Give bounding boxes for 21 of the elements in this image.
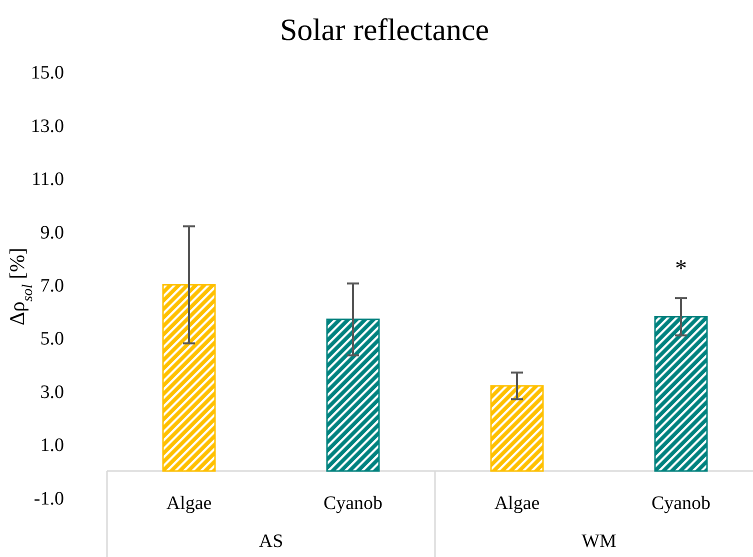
bar (490, 385, 544, 472)
chart-title: Solar reflectance (280, 12, 490, 47)
text: WM (582, 531, 617, 552)
y-tick-label: 5.0 (40, 328, 64, 350)
x-tick-label: Cyanob (651, 493, 711, 514)
y-tick-label: -1.0 (34, 488, 64, 510)
y-tick-label: 7.0 (40, 275, 64, 296)
y-tick-label: 1.0 (40, 435, 64, 456)
y-tick-label: 11.0 (31, 169, 64, 190)
y-tick-label: 15.0 (30, 62, 64, 84)
bar (654, 316, 708, 472)
x-tick-label: Algae (494, 493, 540, 514)
y-tick-label: 3.0 (40, 382, 64, 403)
x-tick-label: Algae (166, 493, 212, 514)
y-tick-label: 9.0 (40, 222, 64, 244)
x-tick-label: Cyanob (323, 493, 383, 514)
bar (326, 318, 380, 472)
y-tick-label: 13.0 (30, 116, 64, 137)
annotation: * (675, 256, 687, 282)
text: AS (258, 531, 284, 552)
bar (162, 284, 216, 472)
